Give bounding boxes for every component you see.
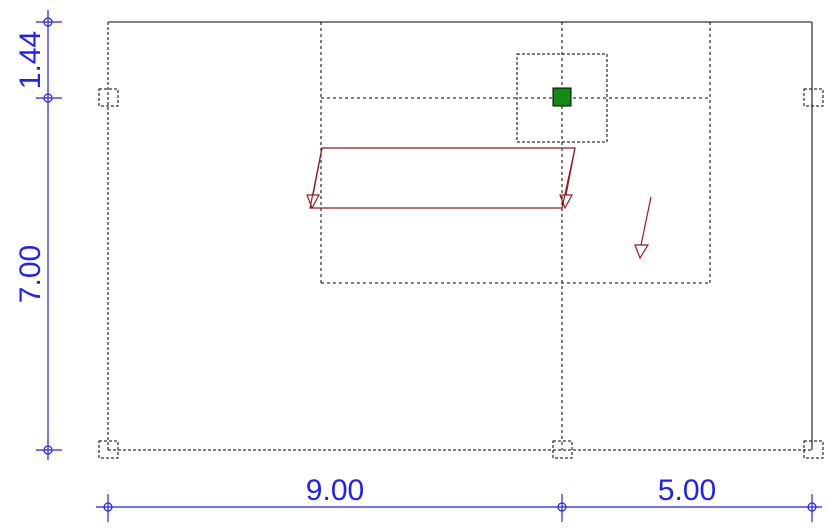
support-node-left-mid[interactable] bbox=[98, 88, 119, 107]
point-load-arrow[interactable] bbox=[634, 196, 652, 260]
dimension-label-7: 7.00 bbox=[14, 245, 47, 303]
vertical-dimension-line bbox=[36, 10, 62, 460]
dimension-label-1-44: 1.44 bbox=[14, 31, 47, 89]
support-node-right-bottom[interactable] bbox=[803, 440, 824, 459]
support-node-left-bottom[interactable] bbox=[98, 440, 119, 459]
horizontal-dimension-line bbox=[96, 494, 822, 522]
node-zone-square bbox=[516, 53, 608, 143]
dimension-label-5: 5.00 bbox=[658, 474, 716, 507]
selected-node-marker[interactable] bbox=[552, 87, 572, 107]
support-node-right-mid[interactable] bbox=[803, 88, 824, 107]
dimension-label-9: 9.00 bbox=[306, 474, 364, 507]
support-node-center-bottom[interactable] bbox=[552, 440, 573, 459]
distributed-load[interactable] bbox=[306, 147, 576, 210]
